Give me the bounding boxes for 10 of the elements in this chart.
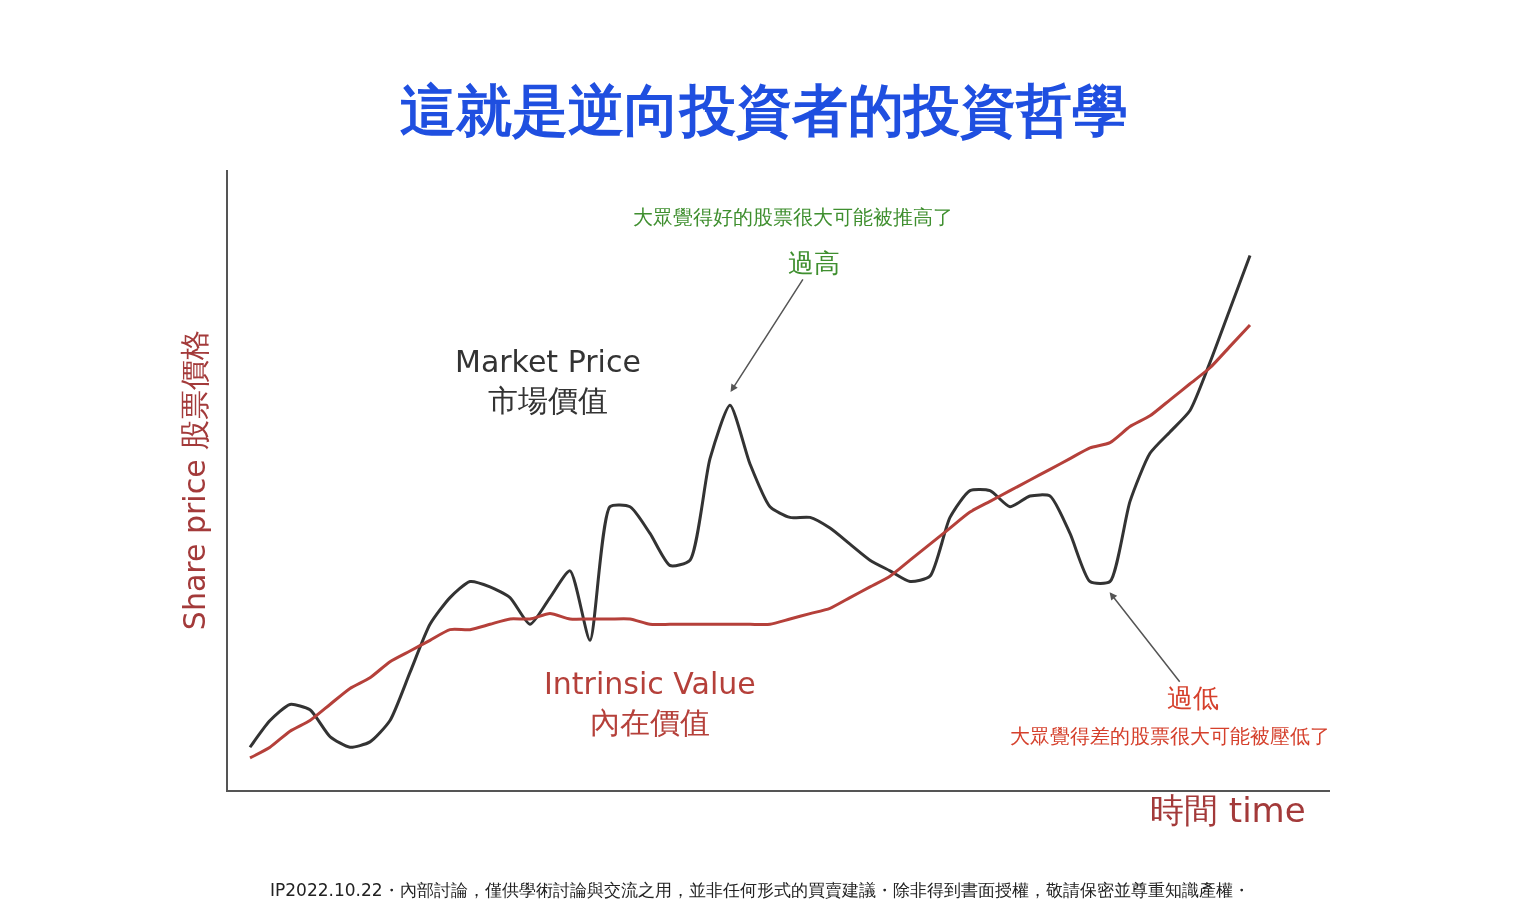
annotation: 過高: [788, 248, 840, 278]
annotation: 大眾覺得差的股票很大可能被壓低了: [1010, 724, 1330, 748]
series-label: Intrinsic Value 內在價值: [544, 666, 756, 740]
chart-title: 這就是逆向投資者的投資哲學: [399, 78, 1128, 144]
text: 大眾覺得好的股票很大可能被推高了: [633, 205, 953, 229]
y-axis-title: Share price 股票價格: [176, 329, 212, 631]
text: Market Price 市場價值: [455, 344, 641, 418]
text: IP2022.10.22・內部討論，僅供學術討論與交流之用，並非任何形式的買賣建議・除非得到書面授權，敬請保密並尊重知識產權・: [270, 880, 1250, 900]
x-axis-title: 時間 time: [1150, 790, 1306, 830]
annotation: 過低: [1167, 683, 1219, 713]
